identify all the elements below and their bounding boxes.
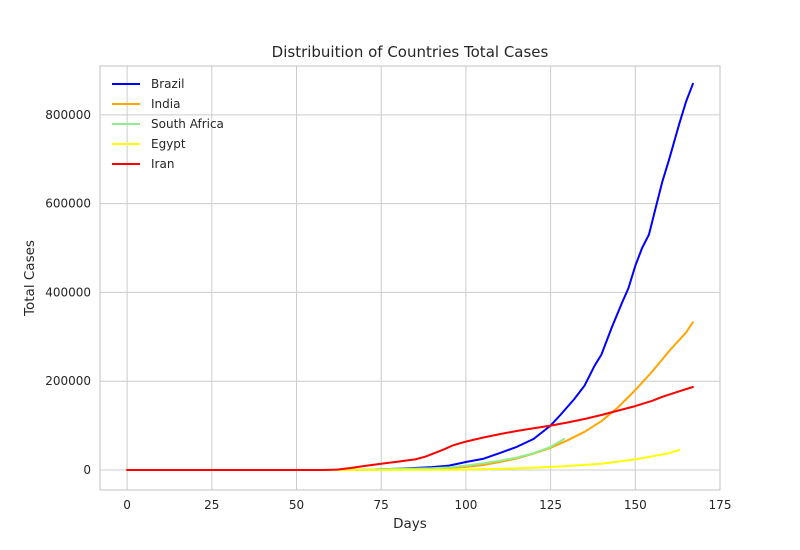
legend-label: South Africa xyxy=(151,117,224,131)
y-tick-label: 600000 xyxy=(45,197,91,211)
legend-label: Iran xyxy=(151,157,174,171)
legend-label: Brazil xyxy=(151,77,185,91)
series-line-brazil xyxy=(126,82,694,471)
y-tick-label: 800000 xyxy=(45,108,91,122)
legend: Brazil India South Africa Egypt Iran xyxy=(112,77,224,171)
x-tick-label: 0 xyxy=(123,498,131,512)
chart-title: Distribuition of Countries Total Cases xyxy=(272,43,549,61)
y-tick-label: 400000 xyxy=(45,285,91,299)
x-tick-label: 125 xyxy=(539,498,562,512)
plot-area xyxy=(99,65,721,491)
series-lines xyxy=(126,82,694,471)
x-tick-label: 25 xyxy=(204,498,219,512)
x-tick-label: 150 xyxy=(624,498,647,512)
legend-label: Egypt xyxy=(151,137,186,151)
x-tick-label: 175 xyxy=(709,498,732,512)
series-line-egypt xyxy=(126,449,681,471)
y-tick-label: 0 xyxy=(83,463,91,477)
x-tick-label: 100 xyxy=(454,498,477,512)
x-tick-label: 50 xyxy=(289,498,304,512)
legend-label: India xyxy=(151,97,180,111)
tick-labels: 0 25 50 75 100 125 150 175 0 200000 400000 600000 80… xyxy=(45,108,731,512)
y-tick-label: 200000 xyxy=(45,374,91,388)
x-tick-label: 75 xyxy=(374,498,389,512)
x-axis-label: Days xyxy=(393,516,427,532)
y-axis-label: Total Cases xyxy=(22,240,38,317)
series-line-iran xyxy=(126,386,694,471)
grid xyxy=(100,66,721,490)
